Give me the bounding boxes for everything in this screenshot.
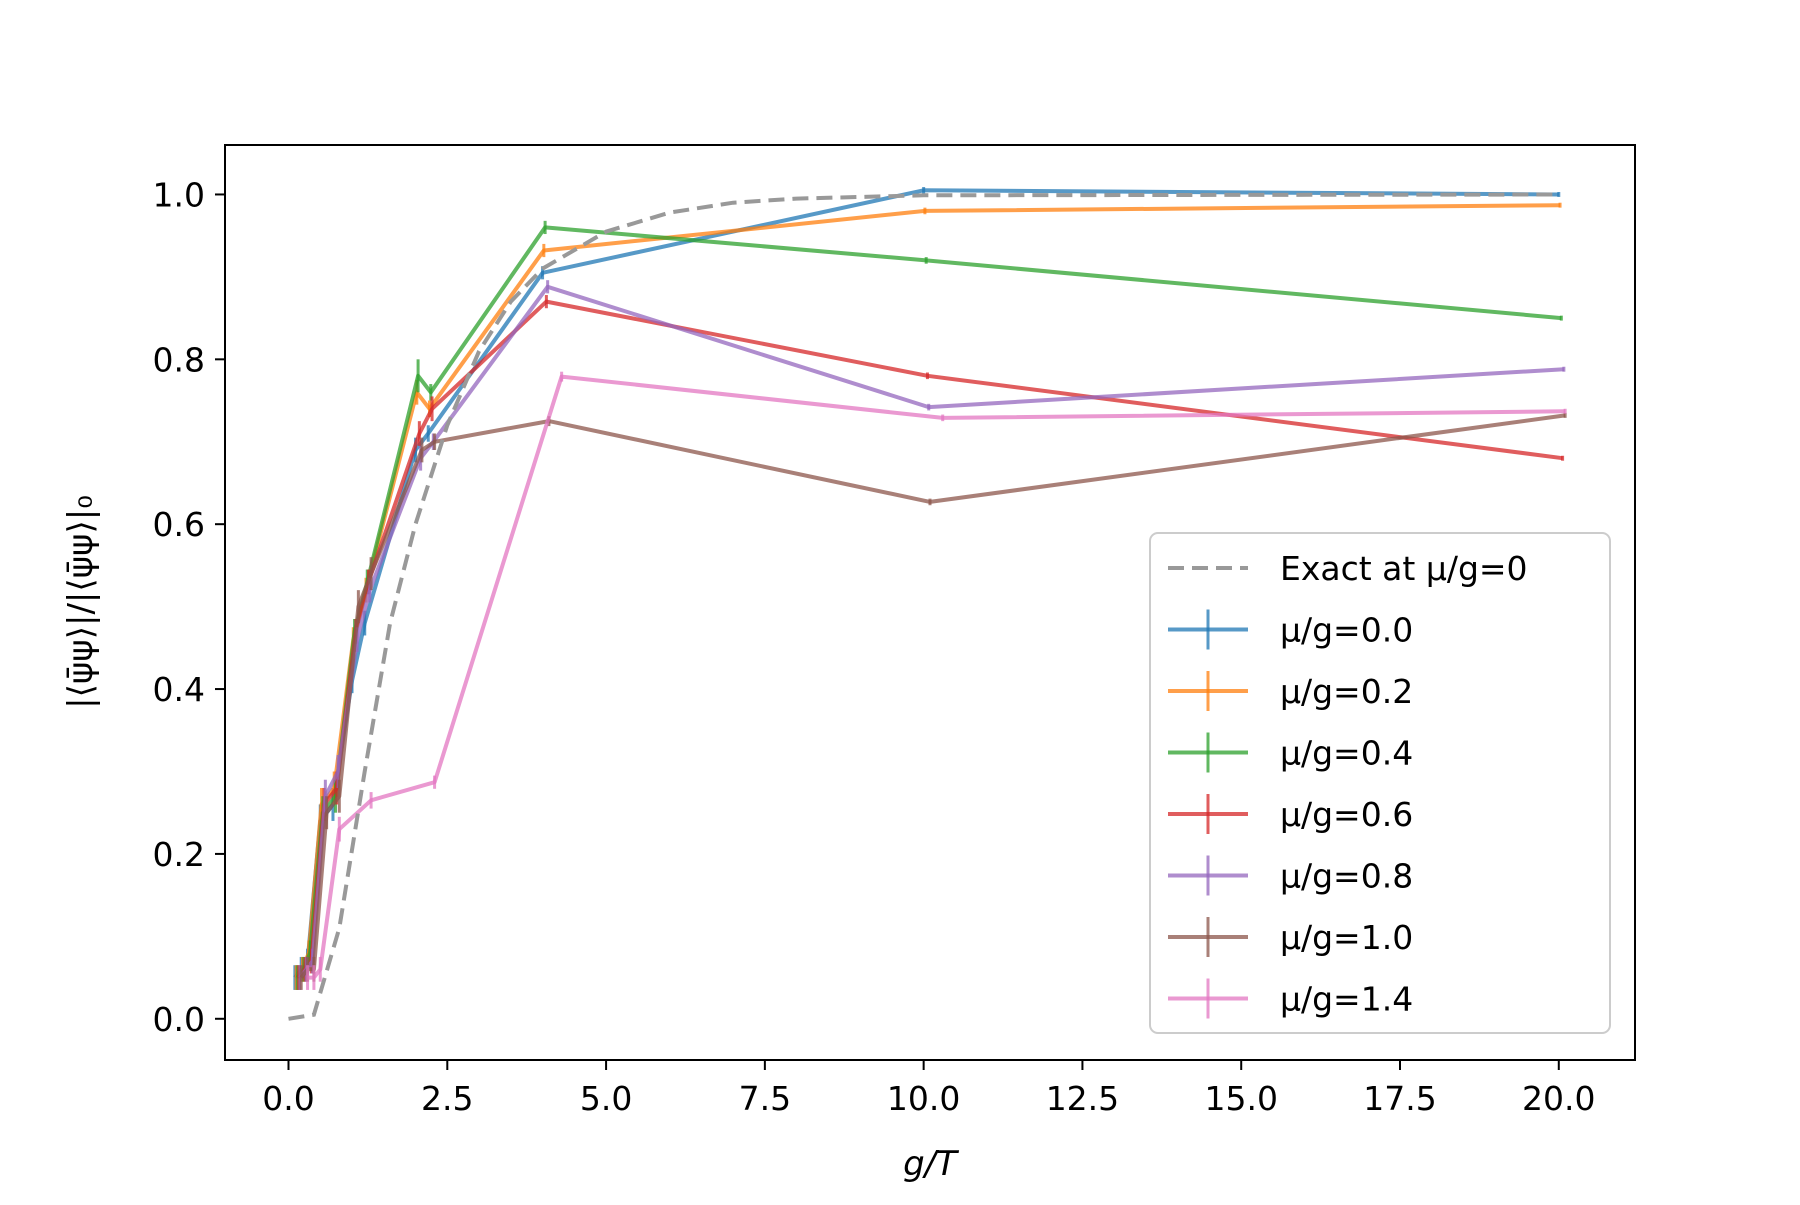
- ticks-layer: 0.0 2.5 5.0 7.5 10.0 12.5 15.0 17.5 20.0 0.0 0.2 0.…: [153, 175, 1596, 1118]
- x-tick-label: 0.0: [262, 1079, 314, 1118]
- legend: Exact at μ/g=0 μ/g=0.0 μ/g=0.2 μ/g=0.4 μ/g=0…: [1149, 532, 1611, 1034]
- series-layer: [288, 187, 1567, 1021]
- y-tick-label: 0.6: [153, 505, 205, 544]
- y-tick-label: 0.4: [153, 670, 205, 709]
- legend-frame: [1149, 532, 1611, 1034]
- exact-curve: [288, 192, 1559, 1021]
- y-axis-label: |⟨ψ̄ψ⟩|/|⟨ψ̄ψ⟩|₀: [61, 495, 101, 709]
- legend-label: μ/g=0.4: [1280, 734, 1413, 773]
- legend-label: μ/g=0.8: [1280, 857, 1413, 896]
- legend-label: μ/g=0.0: [1280, 611, 1413, 650]
- series-6: [306, 371, 1567, 990]
- x-tick-label: 7.5: [739, 1079, 791, 1118]
- legend-items: Exact at μ/g=0 μ/g=0.0 μ/g=0.2 μ/g=0.4 μ/g=0…: [1168, 549, 1528, 1019]
- x-tick-label: 15.0: [1204, 1079, 1277, 1118]
- x-tick-label: 10.0: [887, 1079, 960, 1118]
- y-tick-label: 0.8: [153, 340, 205, 379]
- x-tick-label: 5.0: [580, 1079, 632, 1118]
- axes-frame: [224, 144, 1636, 1061]
- x-tick-label: 20.0: [1522, 1079, 1595, 1118]
- legend-label: μ/g=0.6: [1280, 795, 1413, 834]
- y-tick-label: 0.0: [153, 1000, 205, 1039]
- legend-label: μ/g=0.2: [1280, 672, 1413, 711]
- x-tick-label: 17.5: [1363, 1079, 1436, 1118]
- legend-label: μ/g=1.4: [1280, 980, 1413, 1019]
- y-tick-label: 0.2: [153, 835, 205, 874]
- x-axis-label: g/T: [903, 1144, 959, 1184]
- y-tick-label: 1.0: [153, 175, 205, 214]
- legend-label: μ/g=1.0: [1280, 918, 1413, 957]
- x-tick-label: 2.5: [421, 1079, 473, 1118]
- legend-label: Exact at μ/g=0: [1280, 549, 1528, 588]
- x-tick-label: 12.5: [1046, 1079, 1119, 1118]
